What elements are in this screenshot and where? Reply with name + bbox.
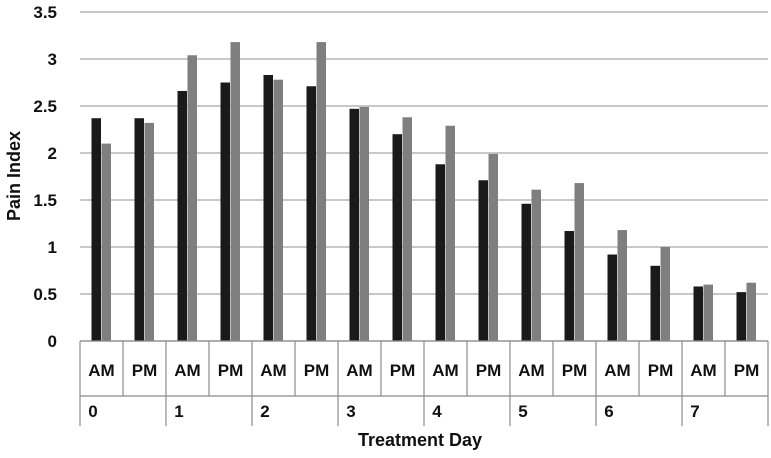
x-category-label: PM (734, 361, 760, 380)
bar-series-1 (263, 74, 273, 341)
bar-series-2 (359, 106, 369, 341)
x-category-label: PM (648, 361, 674, 380)
bar-series-2 (574, 183, 584, 341)
bar-series-2 (101, 143, 111, 341)
x-category-label: AM (174, 361, 200, 380)
y-tick-label: 3.5 (33, 3, 57, 22)
y-tick-label: 1.5 (33, 191, 57, 210)
bar-series-1 (220, 82, 230, 341)
bar-series-2 (531, 189, 541, 341)
x-category-label: AM (690, 361, 716, 380)
x-group-label: 1 (174, 402, 183, 421)
x-category-label: PM (132, 361, 158, 380)
bar-series-2 (488, 153, 498, 341)
bar-series-2 (660, 247, 670, 341)
x-category-label: PM (476, 361, 502, 380)
x-group-label: 3 (346, 402, 355, 421)
y-tick-label: 0 (48, 332, 57, 351)
bar-series-1 (306, 86, 316, 341)
bar-series-1 (392, 134, 402, 341)
x-group-label: 0 (88, 402, 97, 421)
bar-series-2 (402, 117, 412, 341)
bar-series-2 (703, 284, 713, 341)
x-category-label: AM (88, 361, 114, 380)
x-group-label: 7 (690, 402, 699, 421)
bar-series-2 (273, 79, 283, 342)
bar-series-1 (607, 254, 617, 341)
x-axis-title: Treatment Day (358, 430, 482, 450)
bar-series-1 (693, 286, 703, 341)
x-category-label: PM (390, 361, 416, 380)
y-tick-label: 2.5 (33, 97, 57, 116)
bar-series-2 (617, 230, 627, 341)
x-category-label: AM (346, 361, 372, 380)
bar-series-1 (349, 108, 359, 341)
y-tick-label: 1 (48, 238, 57, 257)
x-category-label: PM (304, 361, 330, 380)
bar-series-1 (435, 164, 445, 341)
bar-series-2 (746, 282, 756, 341)
bars (91, 42, 756, 342)
x-category-label: PM (562, 361, 588, 380)
x-group-label: 6 (604, 402, 613, 421)
x-group-label: 2 (260, 402, 269, 421)
bar-series-1 (177, 90, 187, 342)
bar-series-1 (736, 292, 746, 341)
bar-series-1 (521, 203, 531, 341)
y-tick-label: 2 (48, 144, 57, 163)
bar-series-1 (134, 118, 144, 341)
x-category-label: PM (218, 361, 244, 380)
y-axis-title: Pain Index (4, 131, 24, 221)
bar-series-2 (187, 55, 197, 342)
bar-series-2 (144, 122, 154, 341)
x-group-label: 5 (518, 402, 527, 421)
bar-series-2 (445, 125, 455, 342)
x-axis: AM PM AM PM AM PM AM PM AM PM AM PM AM PM AM PM 0 1 2 3 4 5 6 7 (79, 340, 769, 426)
x-category-label: AM (604, 361, 630, 380)
x-category-label: AM (432, 361, 458, 380)
y-tick-labels: 0 0.5 1 1.5 2 2.5 3 3.5 (33, 3, 57, 351)
bar-series-1 (564, 231, 574, 341)
x-category-label: AM (518, 361, 544, 380)
bar-series-1 (91, 118, 101, 341)
bar-series-1 (478, 180, 488, 341)
x-category-label: AM (260, 361, 286, 380)
bar-series-1 (650, 265, 660, 341)
bar-series-2 (230, 42, 240, 342)
bar-series-2 (316, 42, 326, 342)
x-group-label: 4 (432, 402, 442, 421)
y-tick-label: 3 (48, 50, 57, 69)
y-tick-label: 0.5 (33, 285, 57, 304)
